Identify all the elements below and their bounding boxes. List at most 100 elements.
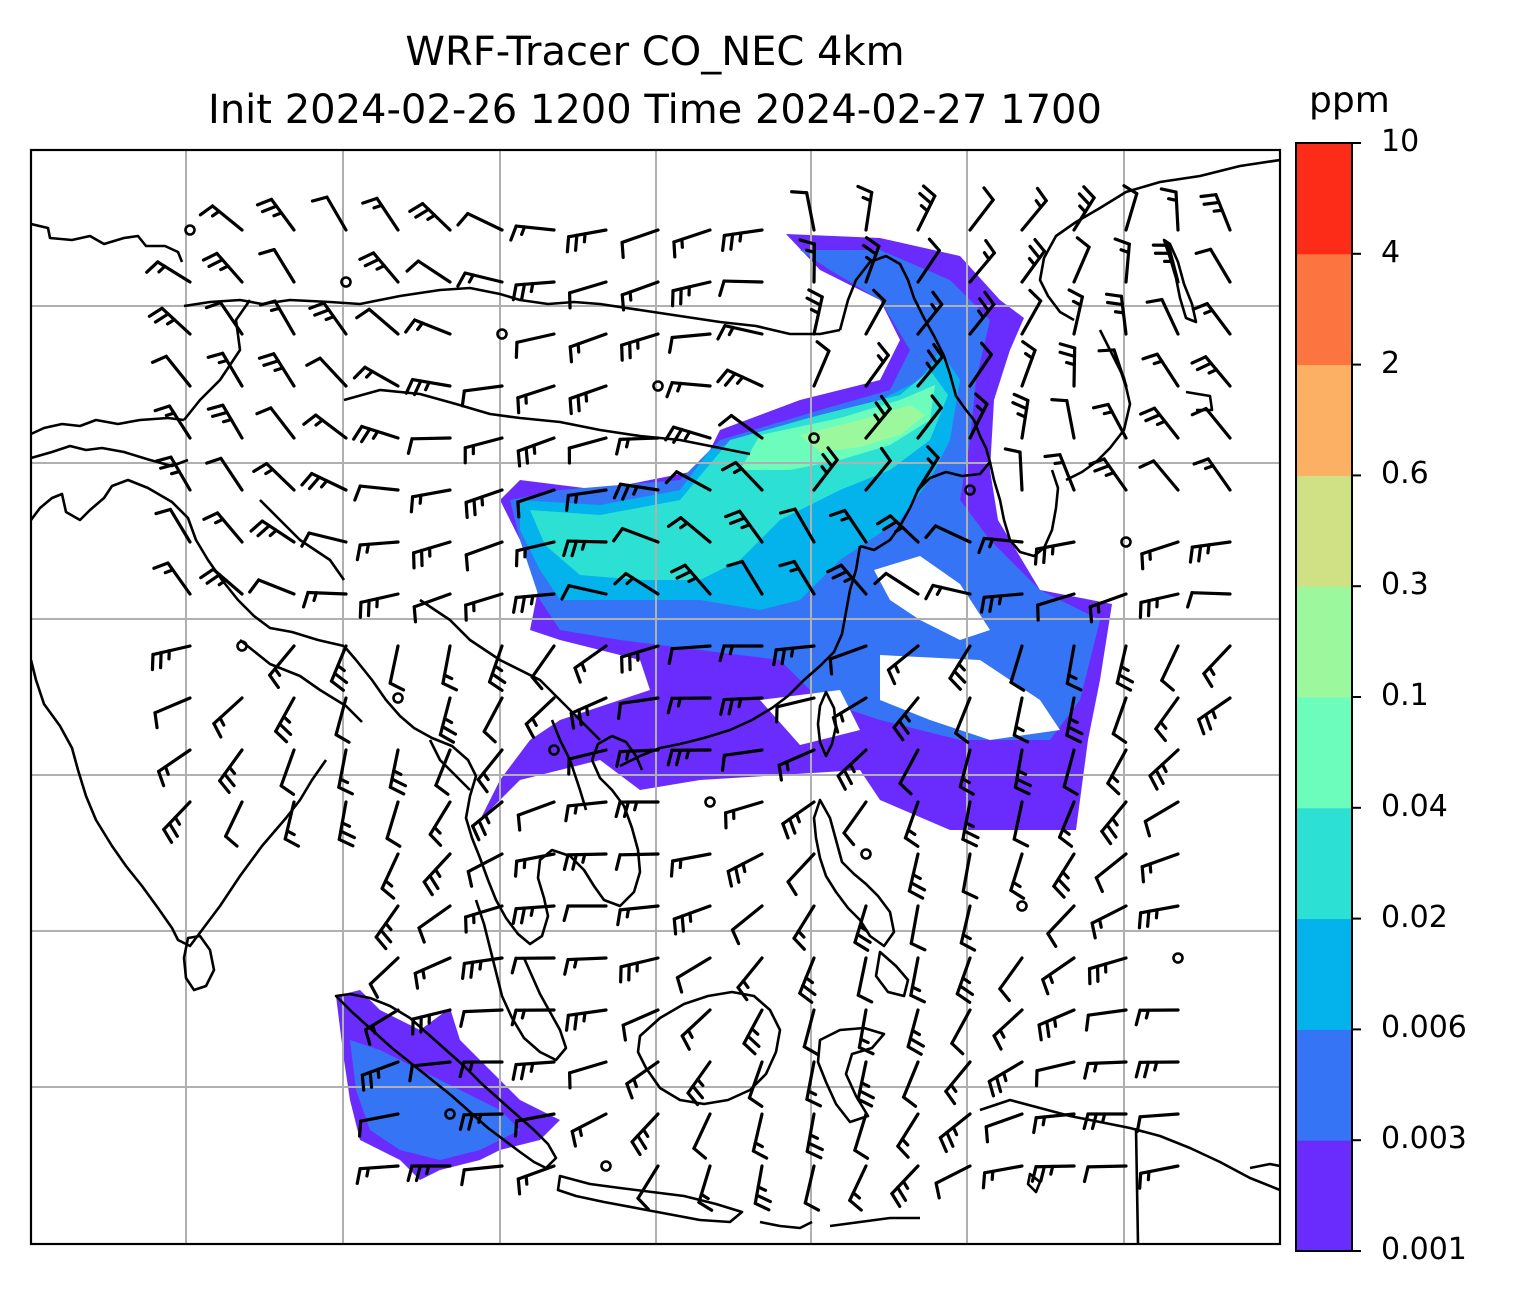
wind-barb (388, 748, 408, 796)
wind-barb (353, 484, 400, 502)
wind-barb (516, 488, 556, 519)
colorbar-segment (1296, 1140, 1352, 1252)
wind-barb (667, 644, 712, 666)
colorbar-segment (1296, 253, 1352, 366)
wind-barb (562, 904, 608, 923)
wind-barb (842, 800, 868, 847)
wind-barb (1194, 247, 1232, 284)
wind-barb (630, 1112, 660, 1157)
wind-barb (909, 956, 926, 1004)
wind-barb (1036, 592, 1076, 622)
wind-barb (567, 1060, 608, 1090)
wind-barb (212, 696, 244, 739)
wind-barb (516, 384, 556, 415)
wind-barb (987, 1060, 1024, 1098)
calm-wind-circle (548, 744, 560, 756)
wind-barb (258, 299, 296, 336)
wind-barb (672, 228, 712, 259)
wind-barb (666, 748, 712, 767)
wind-barb (1140, 852, 1180, 884)
wind-barb (753, 1164, 772, 1212)
wind-barb (248, 578, 296, 596)
wind-barb (803, 1164, 821, 1212)
coastline-sulawesi (816, 1026, 886, 1124)
wind-barb (812, 446, 839, 492)
wind-barb (199, 567, 244, 596)
wind-barb (1058, 800, 1076, 848)
wind-barb (856, 1060, 875, 1108)
coastline-northeast-china (838, 158, 1280, 552)
coastline-new-guinea (979, 1098, 1280, 1244)
wind-barb (466, 852, 504, 888)
wind-barb (616, 904, 660, 927)
wind-barb (736, 956, 764, 1002)
wind-barb (831, 696, 868, 734)
wind-barb (1097, 348, 1128, 388)
colorbar-tick-label: 0.001 (1381, 1232, 1467, 1267)
wind-barb (1011, 392, 1030, 440)
wind-barb (157, 748, 192, 788)
wind-barb (792, 904, 816, 951)
coastline-asia-north (31, 222, 184, 263)
colorbar (1295, 142, 1361, 1252)
wind-barb (337, 800, 356, 848)
wind-barb (775, 696, 816, 724)
wind-barb (772, 644, 816, 667)
wind-barb (513, 852, 556, 878)
wind-barb (204, 301, 244, 336)
wind-barb (476, 748, 504, 794)
wind-barb (1113, 237, 1131, 284)
wind-barb (1067, 288, 1084, 336)
wind-barb (853, 1112, 870, 1160)
wind-barb (916, 342, 945, 388)
wind-barb (670, 563, 712, 596)
wind-barb (614, 800, 660, 819)
wind-barb (948, 644, 972, 691)
wind-barb (718, 644, 764, 663)
wind-barb (337, 748, 354, 796)
wind-barb (916, 445, 940, 492)
wind-barb (406, 436, 452, 455)
wind-barb (1065, 696, 1084, 744)
wind-barb (567, 748, 608, 776)
wind-barb (411, 1008, 452, 1036)
wind-barb (718, 279, 764, 298)
wind-barb (1202, 644, 1232, 688)
wind-barb (856, 184, 874, 232)
wind-barb (944, 1060, 972, 1106)
colorbar-segment (1296, 918, 1352, 1030)
wind-barb (898, 748, 920, 796)
wind-barb (368, 956, 400, 999)
wind-barb (524, 696, 556, 739)
wind-barb (916, 237, 941, 284)
wind-barb (984, 1112, 1024, 1144)
wind-barb (924, 583, 972, 601)
wind-barb (300, 531, 348, 548)
wind-barb (1197, 696, 1232, 736)
colorbar-tick-label: 0.003 (1381, 1121, 1467, 1157)
wind-barb (968, 238, 996, 284)
coastline-taiwan (816, 690, 838, 758)
wind-barb (959, 904, 977, 952)
wind-barb (853, 904, 872, 952)
wind-barb (751, 1112, 769, 1160)
wind-barb (1041, 956, 1076, 996)
wind-barb (358, 251, 400, 284)
wind-barb (614, 852, 660, 871)
wind-barb (716, 368, 764, 388)
wind-barb (1082, 1112, 1128, 1131)
wind-barb (1135, 1112, 1180, 1134)
wind-barb (1115, 644, 1135, 692)
wind-barb (252, 462, 296, 492)
wind-barb (621, 1008, 660, 1042)
wind-barb (511, 904, 556, 926)
wind-barb (154, 455, 192, 492)
wind-barb (513, 1112, 556, 1138)
wind-barb (268, 644, 296, 690)
wind-barb (198, 204, 244, 232)
calm-wind-circle (704, 796, 716, 808)
wind-barb (512, 592, 556, 614)
wind-barb (617, 696, 660, 720)
wind-barb (1050, 398, 1076, 440)
wind-barb (636, 1164, 660, 1211)
